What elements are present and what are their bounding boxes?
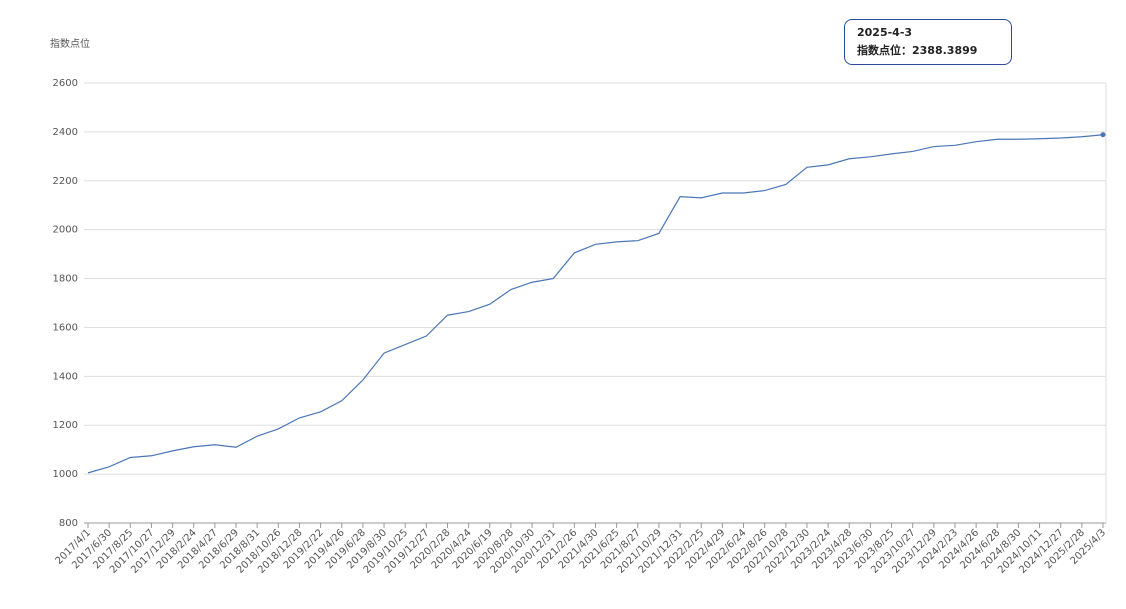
tooltip-text: 指数点位：2388.3899 <box>857 44 978 57</box>
y-tick-label: 2400 <box>53 127 78 138</box>
y-tick-label: 1200 <box>53 420 78 431</box>
y-tick-label: 2600 <box>53 78 78 89</box>
highlight-point <box>1100 132 1106 138</box>
y-tick-label: 1400 <box>53 371 78 382</box>
y-tick-label: 1800 <box>53 274 78 285</box>
line-series <box>87 134 1104 474</box>
tooltip: 2025-4-3 指数点位：2388.3899 <box>844 19 1012 65</box>
y-axis-label: 指数点位 <box>50 37 90 50</box>
y-tick-label: 1600 <box>53 322 78 333</box>
tooltip-date: 2025-4-3 <box>857 26 913 39</box>
y-tick-label: 2200 <box>53 176 78 187</box>
y-tick-label: 800 <box>59 518 78 529</box>
y-tick-label: 2000 <box>53 225 78 236</box>
y-tick-label: 1000 <box>53 469 78 480</box>
